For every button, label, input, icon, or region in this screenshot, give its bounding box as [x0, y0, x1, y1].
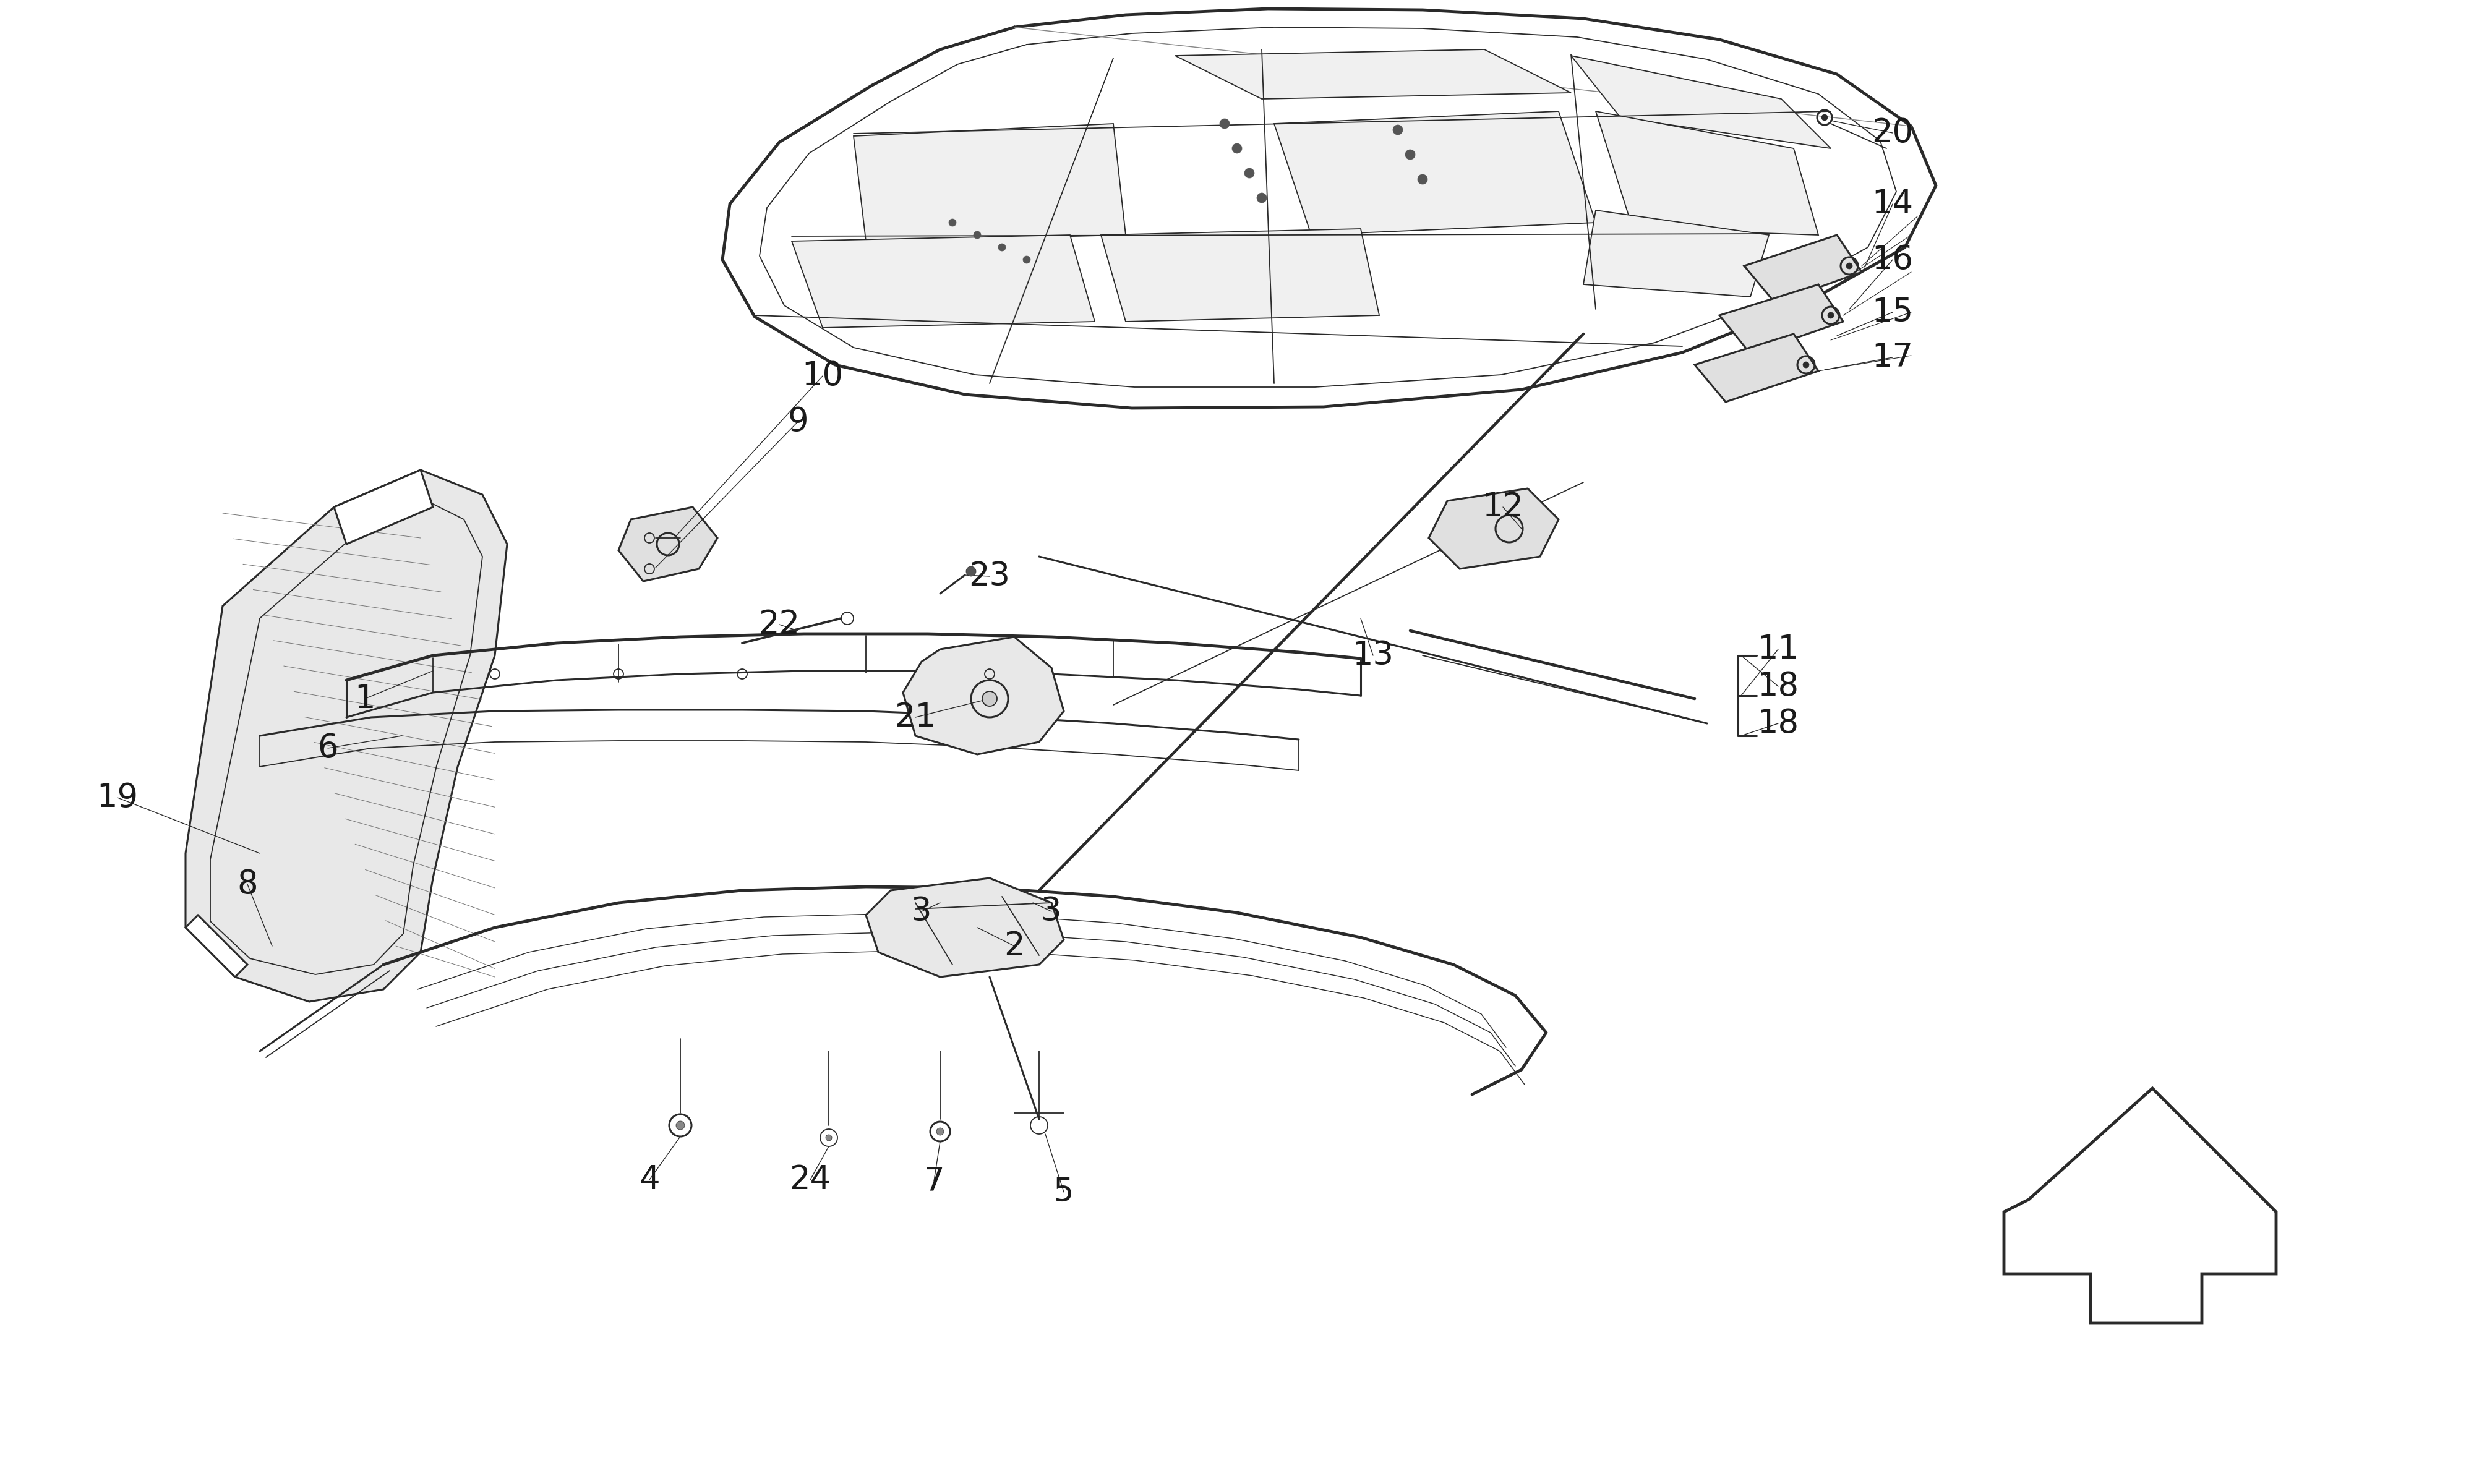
Text: 22: 22	[760, 608, 799, 641]
Circle shape	[950, 218, 955, 226]
Text: 16: 16	[1873, 243, 1912, 276]
Text: 7: 7	[923, 1165, 945, 1198]
Polygon shape	[903, 637, 1064, 754]
Polygon shape	[1596, 111, 1818, 234]
Circle shape	[982, 692, 997, 706]
Text: 3: 3	[910, 895, 933, 927]
Polygon shape	[334, 470, 433, 545]
Circle shape	[1846, 263, 1853, 269]
Circle shape	[999, 243, 1004, 251]
Text: 12: 12	[1482, 491, 1524, 522]
Text: 20: 20	[1873, 117, 1912, 148]
Text: 19: 19	[96, 782, 139, 813]
Polygon shape	[1101, 229, 1380, 322]
Polygon shape	[792, 234, 1094, 328]
Circle shape	[1418, 174, 1427, 184]
Circle shape	[1244, 168, 1254, 178]
Polygon shape	[854, 123, 1126, 240]
Circle shape	[826, 1135, 831, 1141]
Polygon shape	[1274, 111, 1596, 234]
Text: 24: 24	[789, 1163, 831, 1196]
Text: 14: 14	[1873, 188, 1912, 220]
Circle shape	[965, 567, 975, 576]
Circle shape	[675, 1120, 685, 1129]
Text: 21: 21	[896, 700, 935, 733]
Polygon shape	[2004, 1088, 2276, 1324]
Text: 11: 11	[1757, 634, 1799, 665]
Circle shape	[1257, 193, 1267, 203]
Text: 6: 6	[317, 732, 339, 764]
Polygon shape	[1571, 55, 1831, 148]
Polygon shape	[1175, 49, 1571, 99]
Text: 1: 1	[354, 683, 376, 715]
Circle shape	[1232, 144, 1242, 153]
Text: 17: 17	[1873, 341, 1912, 374]
Text: 4: 4	[638, 1163, 661, 1196]
Text: 23: 23	[970, 559, 1009, 592]
Circle shape	[975, 232, 980, 239]
Circle shape	[1804, 362, 1808, 368]
Text: 18: 18	[1757, 671, 1799, 702]
Circle shape	[1405, 150, 1415, 159]
Text: 2: 2	[1004, 930, 1024, 962]
Circle shape	[1821, 114, 1828, 120]
Text: 10: 10	[802, 359, 844, 392]
Polygon shape	[1430, 488, 1559, 568]
Polygon shape	[618, 508, 717, 582]
Text: 18: 18	[1757, 708, 1799, 739]
Polygon shape	[1583, 211, 1769, 297]
Circle shape	[1024, 255, 1029, 264]
Text: 13: 13	[1353, 640, 1393, 671]
Polygon shape	[186, 916, 247, 976]
Text: 9: 9	[787, 405, 809, 438]
Polygon shape	[866, 879, 1064, 976]
Polygon shape	[1695, 334, 1818, 402]
Circle shape	[1393, 125, 1403, 135]
Text: 15: 15	[1873, 297, 1912, 328]
Circle shape	[935, 1128, 945, 1135]
Polygon shape	[1719, 285, 1843, 353]
Text: 5: 5	[1054, 1175, 1074, 1208]
Text: 3: 3	[1042, 895, 1061, 927]
Polygon shape	[1744, 234, 1863, 303]
Circle shape	[1220, 119, 1230, 129]
Circle shape	[1828, 312, 1833, 319]
Text: 8: 8	[238, 868, 257, 901]
Polygon shape	[186, 470, 507, 1002]
